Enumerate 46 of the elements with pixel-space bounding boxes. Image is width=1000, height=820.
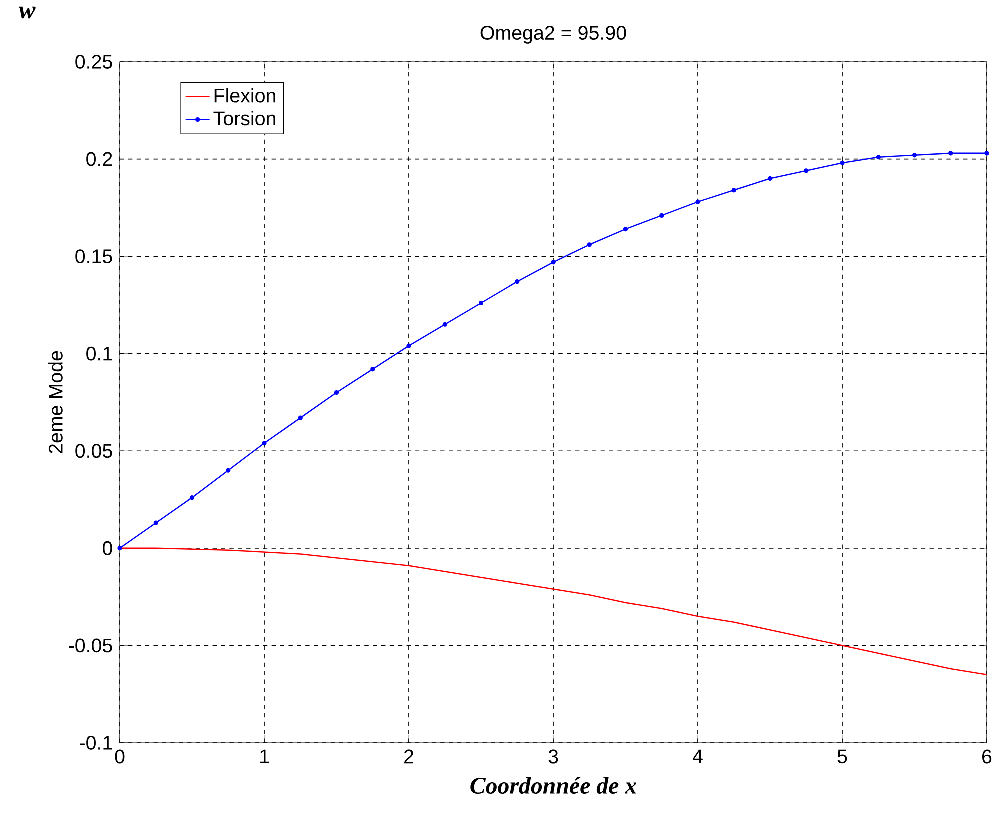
y-tick-label: 0.1 — [86, 346, 112, 361]
point — [442, 322, 448, 327]
point — [154, 520, 158, 526]
point — [876, 155, 881, 160]
x-tick-label: 0 — [115, 750, 125, 764]
point — [948, 151, 954, 156]
y-tick-label: 0 — [102, 541, 112, 556]
point — [515, 280, 520, 284]
point — [732, 188, 736, 193]
point — [478, 300, 484, 306]
point — [551, 260, 556, 265]
legend-label: Flexion — [214, 88, 276, 103]
x-tick-label: 3 — [548, 750, 558, 764]
point — [262, 441, 267, 446]
point — [984, 151, 990, 156]
chart-title: Omega2 = 95.90 — [480, 26, 626, 44]
x-axis-title: Coordonnée de x — [470, 777, 637, 794]
x-tick-label: 5 — [838, 750, 848, 764]
point — [190, 496, 195, 500]
y-tick-label: 0.25 — [76, 55, 112, 69]
point — [696, 200, 700, 204]
y-tick-label: -0.05 — [69, 638, 112, 653]
point — [804, 168, 809, 174]
y-tick-label: 0.05 — [76, 444, 112, 458]
point — [660, 213, 664, 218]
y-axis-title: 2eme Mode — [48, 351, 63, 454]
y-tick-label: 0.15 — [76, 250, 112, 264]
point — [623, 226, 628, 232]
point — [226, 468, 231, 473]
point — [840, 160, 845, 166]
legend-label: Torsion — [214, 111, 276, 126]
point — [370, 367, 376, 372]
x-tick-label: 2 — [404, 750, 414, 764]
point — [768, 176, 773, 182]
x-tick-label: 4 — [692, 750, 703, 764]
point — [298, 416, 303, 420]
point — [334, 390, 340, 396]
point — [587, 242, 592, 248]
point — [406, 344, 412, 348]
text: w — [18, 6, 36, 19]
x-tick-label: 1 — [260, 750, 270, 764]
point — [912, 153, 918, 158]
y-tick-label: 0.2 — [86, 152, 112, 166]
x-tick-label: 6 — [982, 750, 992, 764]
y-tick-label: -0.1 — [80, 736, 112, 750]
point — [118, 546, 122, 551]
